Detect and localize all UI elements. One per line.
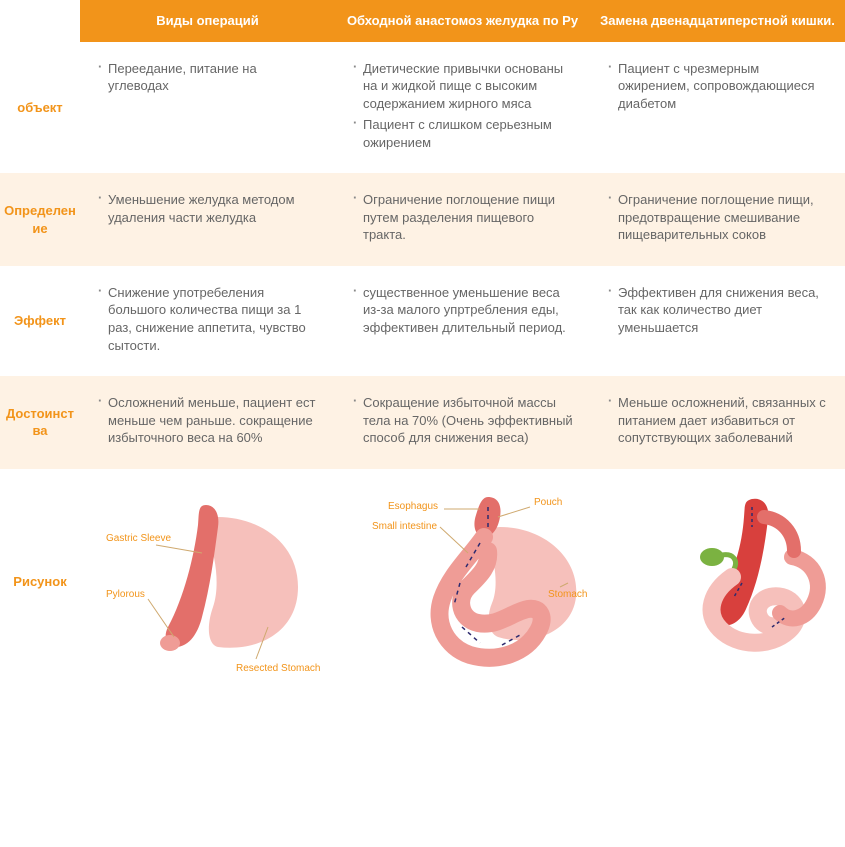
row-definition-c1: Уменьшение желудка методом удаления част… <box>80 173 335 266</box>
label-pouch: Pouch <box>534 497 562 508</box>
pylorous-shape <box>160 635 180 651</box>
label-stomach: Stomach <box>548 589 587 600</box>
bullet: Осложнений меньше, пациент ест меньше че… <box>98 394 321 447</box>
row-definition-label: Определение <box>0 173 80 266</box>
bullet: существенное уменьшение веса из-за малог… <box>353 284 576 337</box>
sleeve-svg: Gastric Sleeve Pylorous Resected Stomach <box>98 487 338 677</box>
diagram-roux: Esophagus Pouch Small intestine Stomach <box>352 469 624 695</box>
col-header-2: Обходной анастомоз желудка по Ру <box>335 0 590 42</box>
row-merits: Достоинства Осложнений меньше, пациент е… <box>0 376 845 469</box>
row-picture: Рисунок Gastric Sleeve Pylorous Resected… <box>0 469 845 695</box>
bullet: Пациент с слишком серьезным ожирением <box>353 116 576 151</box>
row-object: объект Переедание, питание на углеводах … <box>0 42 845 174</box>
header-spacer <box>0 0 80 42</box>
row-object-c3: Пациент с чрезмерным ожирением, сопровож… <box>590 42 845 174</box>
row-effect-label: Эффект <box>0 266 80 376</box>
bullet: Ограничение поглощение пищи путем раздел… <box>353 191 576 244</box>
leader-line <box>148 599 174 637</box>
bullet: Ограничение поглощение пищи, предотвраще… <box>608 191 831 244</box>
row-effect-c2: существенное уменьшение веса из-за малог… <box>335 266 590 376</box>
label-resected: Resected Stomach <box>236 663 321 674</box>
bullet: Уменьшение желудка методом удаления част… <box>98 191 321 226</box>
bullet: Пациент с чрезмерным ожирением, сопровож… <box>608 60 831 113</box>
gallbladder-shape <box>700 548 724 566</box>
resected-stomach-shape <box>206 517 298 648</box>
row-merits-c1: Осложнений меньше, пациент ест меньше че… <box>80 376 335 469</box>
row-object-label: объект <box>0 42 80 174</box>
leader-line <box>498 507 530 517</box>
header-row: Виды операций Обходной анастомоз желудка… <box>0 0 845 42</box>
row-object-c2: Диетические привычки основаны на и жидко… <box>335 42 590 174</box>
comparison-table: Виды операций Обходной анастомоз желудка… <box>0 0 845 695</box>
row-object-c1: Переедание, питание на углеводах <box>80 42 335 174</box>
label-esophagus: Esophagus <box>388 501 438 512</box>
row-merits-c3: Меньше осложнений, связанных с питанием … <box>590 376 845 469</box>
label-pylorous: Pylorous <box>106 589 145 600</box>
intestine-loop-2 <box>780 557 818 618</box>
duodenum-shape <box>764 517 794 551</box>
diagram-switch <box>624 469 845 695</box>
bullet: Меньше осложнений, связанных с питанием … <box>608 394 831 447</box>
leader-line <box>440 527 468 553</box>
row-merits-label: Достоинства <box>0 376 80 469</box>
bullet: Диетические привычки основаны на и жидко… <box>353 60 576 113</box>
col-header-3: Замена двенадцатиперстной кишки. <box>590 0 845 42</box>
col-header-1: Виды операций <box>80 0 335 42</box>
row-definition: Определение Уменьшение желудка методом у… <box>0 173 845 266</box>
label-small-intestine: Small intestine <box>372 521 437 532</box>
row-merits-c2: Сокращение избыточной массы тела на 70% … <box>335 376 590 469</box>
row-effect: Эффект Снижение употребеления большого к… <box>0 266 845 376</box>
row-effect-c1: Снижение употребеления большого количест… <box>80 266 335 376</box>
roux-svg: Esophagus Pouch Small intestine Stomach <box>370 487 610 677</box>
row-picture-label: Рисунок <box>0 469 80 695</box>
bullet: Сокращение избыточной массы тела на 70% … <box>353 394 576 447</box>
row-definition-c3: Ограничение поглощение пищи, предотвраще… <box>590 173 845 266</box>
label-gastric-sleeve: Gastric Sleeve <box>106 533 171 544</box>
switch-svg <box>642 487 845 677</box>
row-effect-c3: Эффективен для снижения веса, так как ко… <box>590 266 845 376</box>
bullet: Переедание, питание на углеводах <box>98 60 321 95</box>
bullet: Эффективен для снижения веса, так как ко… <box>608 284 831 337</box>
diagram-sleeve: Gastric Sleeve Pylorous Resected Stomach <box>80 469 352 695</box>
bullet: Снижение употребеления большого количест… <box>98 284 321 354</box>
bile-duct-shape <box>722 554 736 568</box>
row-definition-c2: Ограничение поглощение пищи путем раздел… <box>335 173 590 266</box>
